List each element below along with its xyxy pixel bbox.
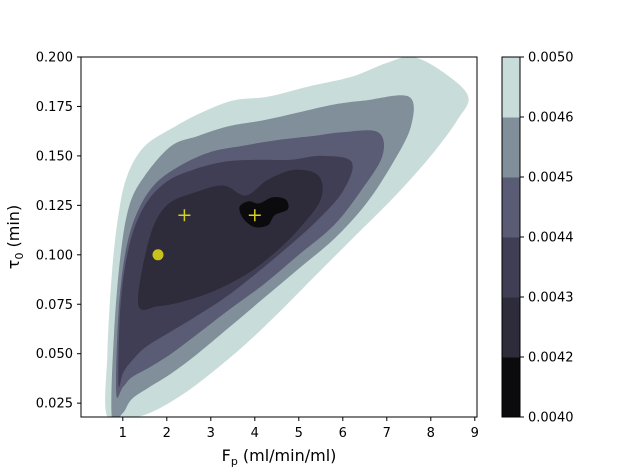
colorbar-swatch-2 — [502, 237, 520, 298]
x-tick-label: 9 — [471, 426, 479, 441]
colorbar-tick-label: 0.0042 — [528, 351, 574, 366]
x-tick-label: 4 — [251, 426, 259, 441]
colorbar-tick-label: 0.0045 — [528, 171, 574, 186]
colorbar-tick-label: 0.0043 — [528, 291, 574, 306]
colorbar-tick-label: 0.0040 — [528, 411, 574, 426]
x-tick-label: 5 — [295, 426, 303, 441]
x-tick-label: 6 — [339, 426, 347, 441]
x-axis-label: Fp (ml/min/ml) — [222, 446, 337, 468]
x-tick-label: 3 — [207, 426, 215, 441]
colorbar-swatch-0 — [502, 357, 520, 418]
colorbar-tick-label: 0.0050 — [528, 51, 574, 66]
marker-plus-1 — [178, 209, 191, 222]
y-tick-label: 0.150 — [36, 149, 73, 164]
y-tick-label: 0.075 — [36, 298, 73, 313]
x-tick-label: 7 — [383, 426, 391, 441]
contour-band-5 — [239, 197, 289, 228]
markers — [152, 209, 261, 261]
colorbar-swatch-4 — [502, 117, 520, 178]
x-tick-label: 1 — [119, 426, 127, 441]
colorbar-swatch-3 — [502, 177, 520, 238]
colorbar: 0.0040 0.0042 0.0043 0.0044 0.0045 0.0046 0.00… — [501, 51, 574, 426]
colorbar-swatch-1 — [502, 297, 520, 358]
y-axis-ticks: 0.025 0.050 0.075 0.100 0.125 0.150 0.175 0.200 — [36, 51, 81, 412]
y-tick-label: 0.175 — [36, 100, 73, 115]
y-tick-label: 0.200 — [36, 51, 73, 66]
y-tick-label: 0.125 — [36, 199, 73, 214]
y-tick-label: 0.025 — [36, 397, 73, 412]
colorbar-swatch-5 — [502, 57, 520, 118]
y-tick-label: 0.100 — [36, 248, 73, 263]
colorbar-tick-label: 0.0046 — [528, 111, 574, 126]
x-tick-label: 2 — [163, 426, 171, 441]
x-tick-label: 8 — [427, 426, 435, 441]
plot-frame — [80, 56, 478, 418]
marker-plus-2 — [248, 209, 261, 222]
x-axis-ticks: 1 2 3 4 5 6 7 8 9 — [119, 417, 479, 441]
colorbar-tick-label: 0.0044 — [528, 231, 574, 246]
y-axis-label: τ0 (min) — [4, 205, 26, 269]
plot-area — [105, 57, 469, 417]
marker-circle-0 — [152, 249, 164, 261]
y-tick-label: 0.050 — [36, 347, 73, 362]
